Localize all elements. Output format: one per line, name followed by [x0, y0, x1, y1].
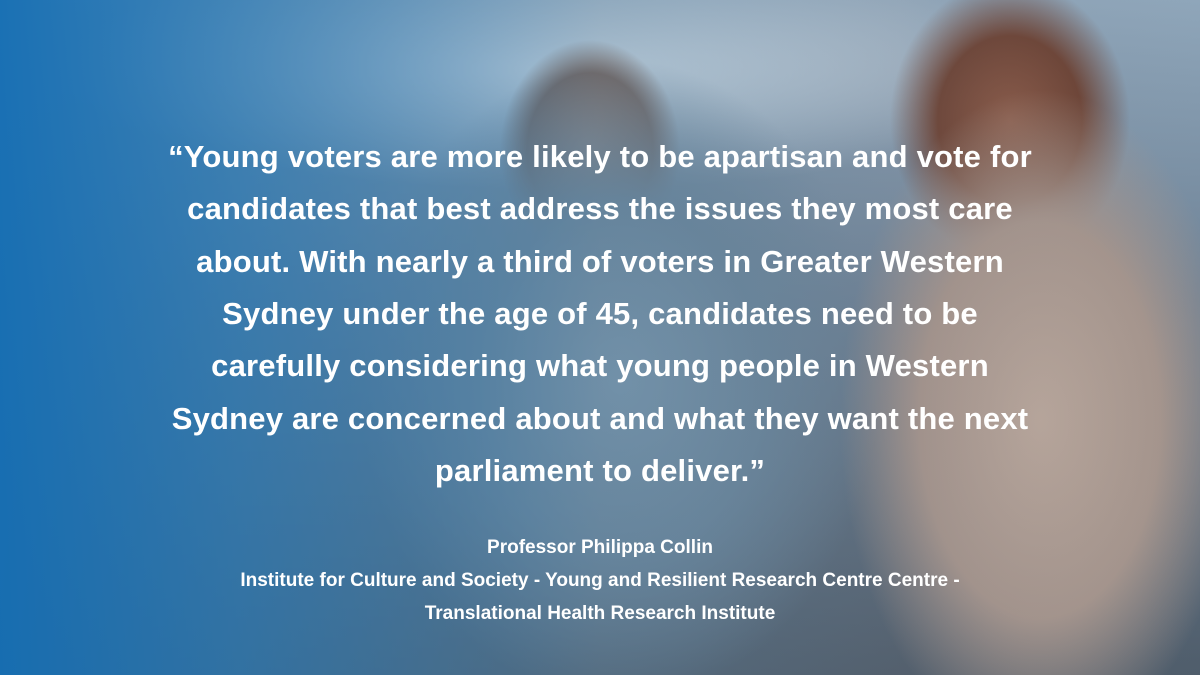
author-affiliation: Institute for Culture and Society - Youn… [240, 570, 960, 591]
quote-line: about. With nearly a third of voters in … [196, 243, 1004, 279]
quote-line: parliament to deliver.” [434, 452, 766, 488]
quote-line: carefully considering what young people … [211, 348, 989, 384]
quote-line: candidates that best address the issues … [187, 191, 1013, 227]
quote-line: Sydney are concerned about and what they… [171, 400, 1029, 436]
quote-line: “Young voters are more likely to be apar… [168, 139, 1032, 174]
author-name: Professor Philippa Collin [487, 537, 713, 558]
quote-line: Sydney under the age of 45, candidates n… [222, 295, 978, 331]
author-affiliation: Translational Health Research Institute [424, 603, 776, 624]
